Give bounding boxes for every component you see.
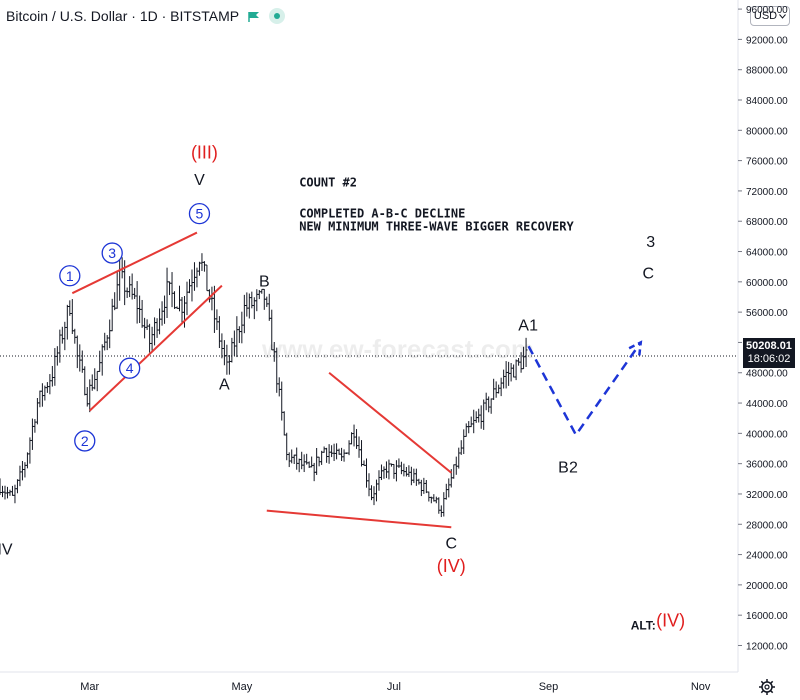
price-tick-label: 56000.00 bbox=[746, 308, 788, 319]
wave-label: IV bbox=[0, 542, 13, 559]
price-tick-label: 72000.00 bbox=[746, 187, 788, 198]
price-tick-label: 92000.00 bbox=[746, 35, 788, 46]
price-tick-label: 64000.00 bbox=[746, 248, 788, 259]
wave-label: (IV) bbox=[437, 556, 466, 576]
gear-icon[interactable] bbox=[758, 678, 776, 696]
wave-label: 5 bbox=[196, 206, 204, 222]
price-tick-label: 80000.00 bbox=[746, 126, 788, 137]
price-tick-label: 28000.00 bbox=[746, 520, 788, 531]
last-price-tag: 50208.01 18:06:02 bbox=[743, 338, 795, 368]
price-tick-label: 12000.00 bbox=[746, 641, 788, 652]
projection-path bbox=[527, 341, 642, 438]
wave-label: (IV) bbox=[656, 611, 685, 631]
wave-label: 1 bbox=[529, 317, 538, 334]
wave-label: C bbox=[445, 535, 457, 552]
price-tick-label: 32000.00 bbox=[746, 490, 788, 501]
wave-label: V bbox=[194, 172, 205, 189]
trendline bbox=[89, 284, 223, 412]
wave-circle bbox=[188, 202, 211, 225]
wave-label: A bbox=[219, 376, 230, 393]
time-tick-label: Jul bbox=[387, 681, 401, 693]
chevron-down-icon bbox=[779, 13, 786, 19]
annotation-text: COUNT #2 bbox=[299, 176, 357, 190]
price-tick-label: 16000.00 bbox=[746, 611, 788, 622]
trendline bbox=[328, 371, 452, 474]
time-tick-label: Mar bbox=[80, 681, 99, 693]
time-tick-label: May bbox=[231, 681, 252, 693]
trendline bbox=[71, 231, 198, 295]
price-tick-label: 24000.00 bbox=[746, 551, 788, 562]
currency-selector[interactable]: USD bbox=[750, 6, 790, 26]
wave-circle bbox=[59, 265, 81, 287]
price-tick-label: 84000.00 bbox=[746, 96, 788, 107]
currency-label: USD bbox=[753, 10, 778, 22]
price-tick-label: 76000.00 bbox=[746, 157, 788, 168]
wave-label: 2 bbox=[81, 433, 89, 449]
price-tick-label: 60000.00 bbox=[746, 278, 788, 289]
trendline bbox=[266, 509, 452, 529]
price-tick-label: 36000.00 bbox=[746, 460, 788, 471]
price-tick-label: 44000.00 bbox=[746, 399, 788, 410]
wave-label: C bbox=[642, 266, 654, 283]
annotation-text: NEW MINIMUM THREE-WAVE BIGGER RECOVERY bbox=[299, 220, 574, 234]
wave-label: (III) bbox=[191, 143, 218, 163]
wave-circle bbox=[118, 357, 141, 379]
status-dot-icon[interactable] bbox=[269, 8, 286, 24]
wave-label: A bbox=[518, 317, 529, 334]
time-tick-label: Nov bbox=[691, 681, 711, 693]
time-tick-label: Sep bbox=[539, 681, 559, 693]
price-tick-label: 96000.00 bbox=[746, 5, 788, 16]
wave-label: 1 bbox=[66, 268, 74, 284]
wave-label: 3 bbox=[646, 234, 655, 251]
wave-label: 3 bbox=[108, 245, 116, 261]
projection-arrowhead bbox=[628, 340, 643, 356]
last-price: 50208.01 bbox=[746, 340, 792, 352]
chart-header: Bitcoin / U.S. Dollar · 1D · BITSTAMP bbox=[6, 6, 286, 26]
wave-label: B bbox=[259, 273, 270, 290]
price-tick-label: 68000.00 bbox=[746, 217, 788, 228]
flag-icon[interactable] bbox=[247, 10, 261, 22]
wave-label: 4 bbox=[126, 360, 134, 376]
wave-label: 2 bbox=[569, 460, 578, 477]
watermark: www.ew-forecast.com bbox=[261, 334, 534, 364]
annotation-text: COMPLETED A-B-C DECLINE bbox=[299, 207, 465, 221]
price-tick-label: 20000.00 bbox=[746, 581, 788, 592]
alt-label: ALT: bbox=[631, 618, 656, 632]
price-tick-label: 40000.00 bbox=[746, 429, 788, 440]
wave-label: B bbox=[558, 460, 569, 477]
bar-countdown: 18:06:02 bbox=[747, 353, 791, 365]
price-tick-label: 48000.00 bbox=[746, 369, 788, 380]
wave-circle bbox=[101, 242, 123, 264]
price-tick-label: 88000.00 bbox=[746, 66, 788, 77]
wave-circle bbox=[74, 430, 96, 452]
symbol-title[interactable]: Bitcoin / U.S. Dollar · 1D · BITSTAMP bbox=[6, 8, 240, 24]
